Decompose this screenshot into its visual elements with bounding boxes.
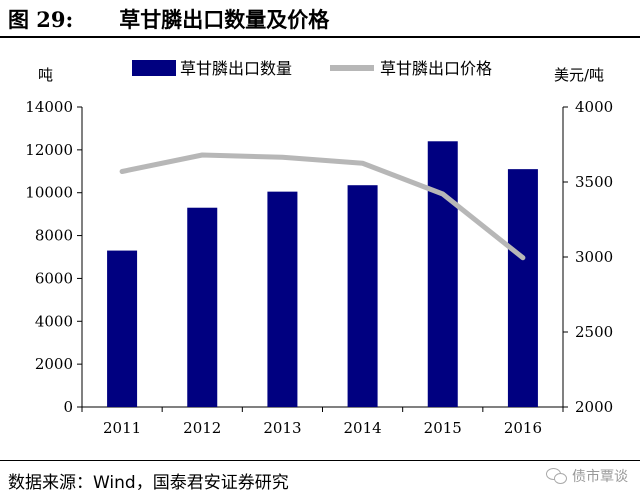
bar-mark: [267, 191, 298, 407]
figure-title: 图 29: 草甘膦出口数量及价格: [8, 2, 632, 36]
watermark-text: 债市覃谈: [572, 469, 628, 485]
bar-mark: [427, 141, 458, 408]
left-axis-unit: 吨: [38, 66, 53, 84]
left-tick-label: 4000: [35, 312, 73, 330]
bar-mark: [507, 169, 538, 407]
right-tick-label: 3000: [575, 248, 613, 266]
left-tick-label: 2000: [35, 355, 73, 373]
x-tick-label: 2011: [103, 419, 141, 437]
figure-title-text: 草甘膦出口数量及价格: [119, 8, 330, 32]
right-tick-label: 4000: [575, 98, 613, 116]
x-tick-label: 2012: [183, 419, 221, 437]
watermark: 债市覃谈: [546, 466, 628, 486]
source-note: 数据来源：Wind，国泰君安证券研究: [8, 473, 289, 493]
source-divider: [0, 460, 640, 461]
left-tick-label: 8000: [35, 227, 73, 245]
x-tick-label: 2013: [263, 419, 301, 437]
title-divider: [0, 36, 640, 38]
x-tick-label: 2014: [343, 419, 381, 437]
legend-label-bar: 草甘膦出口数量: [180, 59, 292, 78]
wechat-icon: [546, 468, 568, 484]
chart-area: 0 2000 4000 6000 8000 10000 12000 14000 2000 2500…: [25, 59, 613, 437]
x-tick-label: 2016: [504, 419, 542, 437]
left-tick-label: 6000: [35, 269, 73, 287]
bar-mark: [187, 207, 218, 407]
left-tick-label: 10000: [25, 184, 73, 202]
right-tick-label: 2500: [575, 323, 613, 341]
left-tick-label: 0: [63, 398, 73, 416]
price-line: [119, 152, 526, 261]
legend-label-line: 草甘膦出口价格: [380, 59, 492, 78]
right-axis-unit: 美元/吨: [554, 66, 604, 84]
legend-swatch-bar: [132, 60, 176, 76]
right-tick-label: 2000: [575, 398, 613, 416]
left-tick-label: 14000: [25, 98, 73, 116]
right-tick-label: 3500: [575, 173, 613, 191]
bar-mark: [347, 185, 378, 407]
left-tick-label: 12000: [25, 141, 73, 159]
x-tick-label: 2015: [424, 419, 462, 437]
bar-mark: [107, 250, 138, 407]
figure-number: 图 29:: [8, 7, 74, 32]
